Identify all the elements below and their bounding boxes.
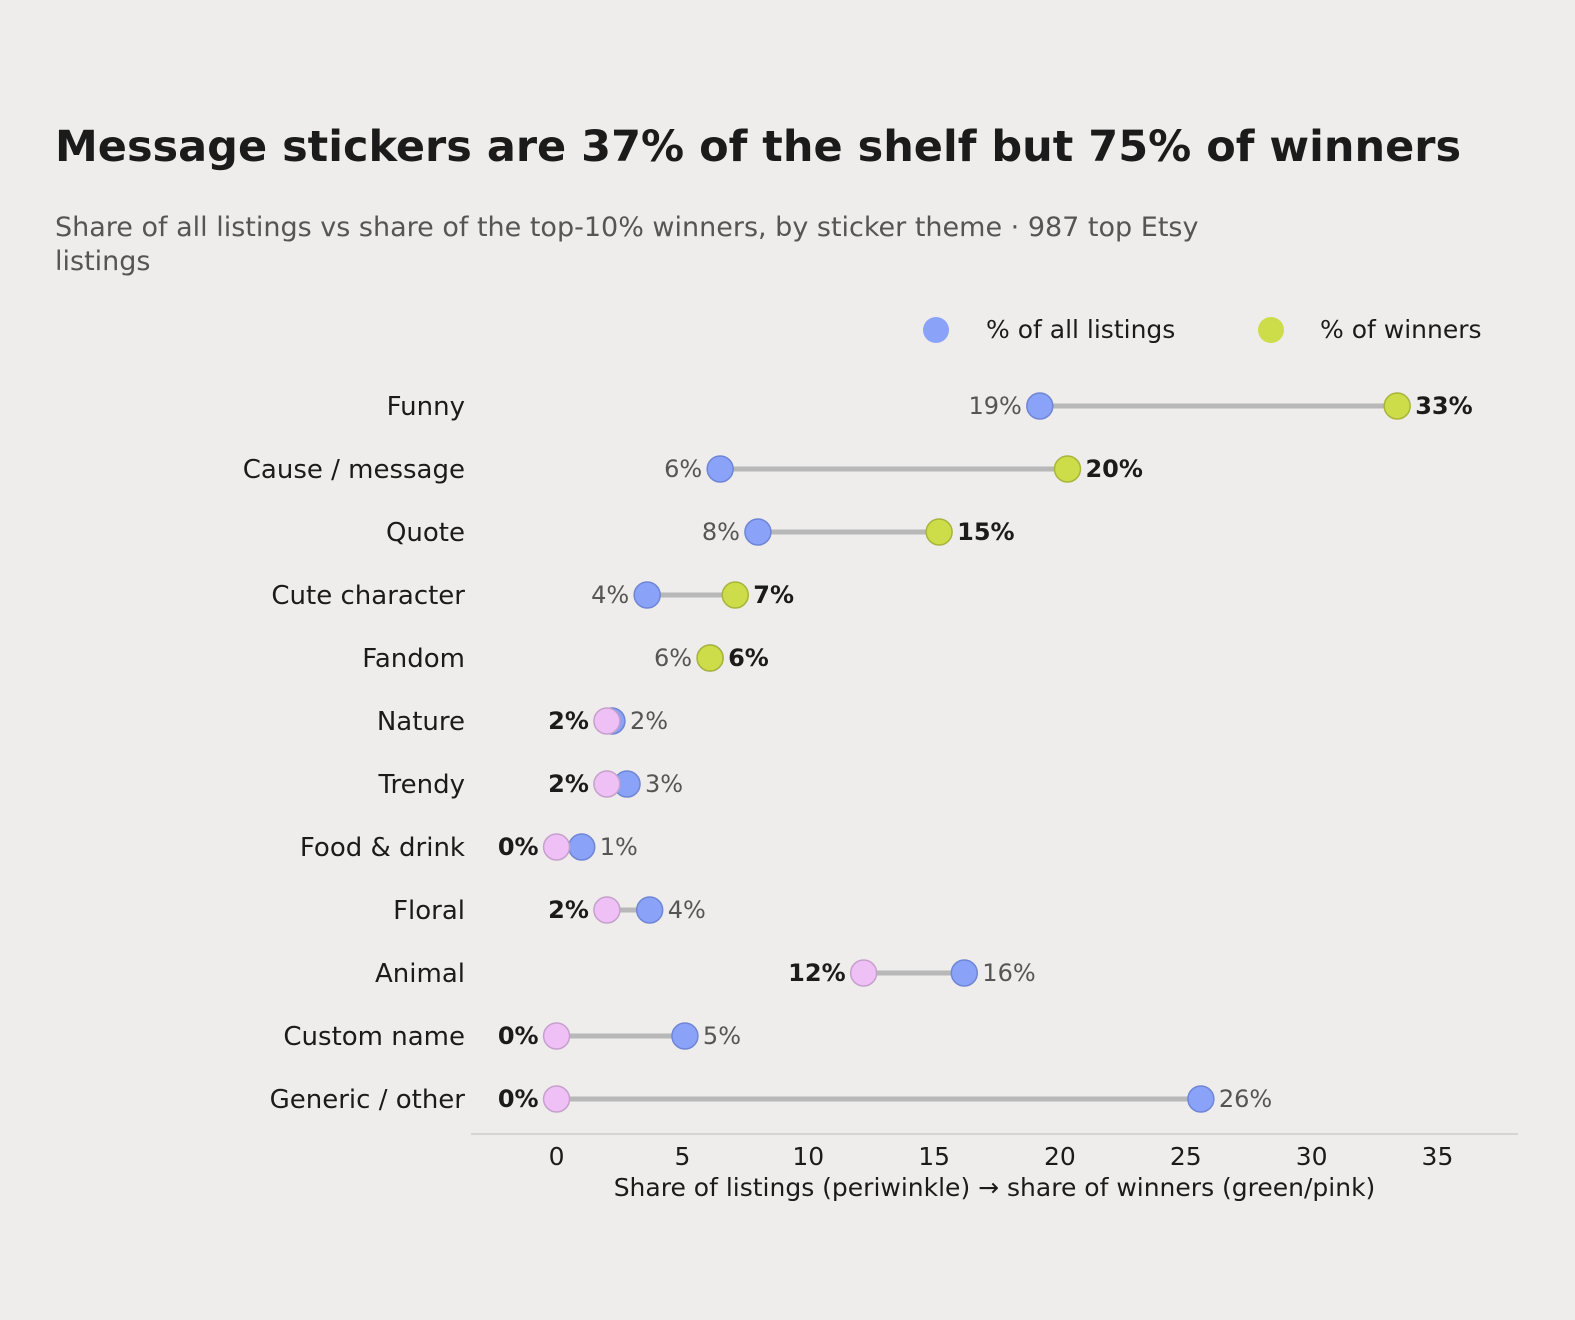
row-animal: Animal 12% 16%	[375, 959, 1036, 989]
legend-marker-1	[923, 317, 949, 343]
x-axis-title: Share of listings (periwinkle) → share o…	[614, 1173, 1376, 1202]
winners-value: 0%	[498, 1085, 539, 1113]
all-listings-point	[671, 1022, 699, 1050]
all-listings-value: 5%	[703, 1022, 741, 1050]
winners-value: 20%	[1085, 455, 1142, 483]
all-listings-point	[1187, 1085, 1215, 1113]
row-floral: Floral 2% 4%	[393, 896, 706, 926]
all-listings-point	[950, 959, 979, 987]
category-label: Funny	[387, 392, 465, 422]
all-listings-value: 26%	[1219, 1085, 1272, 1113]
row-custom-name: Custom name 0% 5%	[283, 1022, 741, 1052]
legend-label-1: % of all listings	[986, 315, 1175, 344]
all-listings-point	[744, 518, 772, 546]
winners-point	[1383, 392, 1411, 420]
winners-point	[721, 581, 750, 609]
winners-value: 2%	[548, 770, 589, 798]
winners-point	[925, 518, 953, 546]
all-listings-value: 16%	[982, 959, 1035, 987]
row-food-drink: Food & drink 0% 1%	[300, 833, 638, 863]
winners-point	[593, 707, 621, 735]
all-listings-value: 6%	[664, 455, 702, 483]
x-tick-label: 25	[1170, 1142, 1202, 1171]
all-listings-value: 4%	[668, 896, 706, 924]
winners-value: 12%	[788, 959, 845, 987]
category-label: Trendy	[377, 770, 465, 800]
winners-value: 6%	[728, 644, 769, 672]
winners-point	[696, 644, 724, 672]
category-label: Fandom	[362, 644, 465, 674]
x-tick-label: 5	[674, 1142, 690, 1171]
category-label: Cute character	[271, 581, 465, 611]
all-listings-value: 2%	[630, 707, 668, 735]
x-tick-label: 20	[1044, 1142, 1076, 1171]
row-quote: Quote 8% 15%	[386, 518, 1015, 548]
row-fandom: Fandom 6% 6%	[362, 644, 769, 674]
all-listings-value: 1%	[600, 833, 638, 861]
x-tick-label: 35	[1422, 1142, 1454, 1171]
x-tick-label: 10	[792, 1142, 824, 1171]
category-label: Food & drink	[300, 833, 465, 863]
winners-point	[542, 833, 571, 861]
all-listings-point	[635, 896, 664, 924]
all-listings-point	[567, 833, 596, 861]
category-label: Floral	[393, 896, 465, 926]
x-axis: 0 5 10 15 20 25 30 35 Share of listings (periwin…	[471, 1133, 1518, 1202]
row-generic-other: Generic / other 0% 26%	[270, 1085, 1273, 1115]
winners-point	[593, 770, 621, 798]
winners-value: 33%	[1415, 392, 1472, 420]
winners-value: 7%	[753, 581, 794, 609]
winners-point	[1053, 455, 1082, 483]
category-label: Custom name	[283, 1022, 465, 1052]
chart-rows: Funny 19% 33% Cause / message 6% 20% Quote 8% 15…	[243, 392, 1473, 1115]
winners-point	[593, 896, 621, 924]
all-listings-value: 19%	[968, 392, 1021, 420]
all-listings-value: 3%	[645, 770, 683, 798]
winners-point	[849, 959, 878, 987]
all-listings-point	[633, 581, 661, 609]
row-nature: Nature 2% 2%	[377, 707, 668, 737]
x-tick-label: 15	[918, 1142, 950, 1171]
category-label: Generic / other	[270, 1085, 466, 1115]
chart-title: Message stickers are 37% of the shelf bu…	[55, 122, 1462, 172]
winners-point	[542, 1085, 571, 1113]
winners-value: 0%	[498, 833, 539, 861]
legend-marker-2	[1258, 317, 1284, 343]
all-listings-point	[1026, 392, 1054, 420]
category-label: Nature	[377, 707, 465, 737]
winners-value: 2%	[548, 896, 589, 924]
legend: % of all listings % of winners	[923, 315, 1482, 344]
row-funny: Funny 19% 33%	[387, 392, 1473, 422]
winners-value: 2%	[548, 707, 589, 735]
row-cause-message: Cause / message 6% 20%	[243, 455, 1143, 485]
x-tick-label: 30	[1296, 1142, 1328, 1171]
winners-value: 0%	[498, 1022, 539, 1050]
all-listings-value: 6%	[654, 644, 692, 672]
legend-label-2: % of winners	[1320, 315, 1482, 344]
winners-value: 15%	[957, 518, 1014, 546]
row-trendy: Trendy 2% 3%	[377, 770, 683, 800]
all-listings-value: 4%	[591, 581, 629, 609]
all-listings-value: 8%	[702, 518, 740, 546]
category-label: Quote	[386, 518, 465, 548]
all-listings-point	[706, 455, 734, 483]
category-label: Cause / message	[243, 455, 465, 485]
x-tick-label: 0	[549, 1142, 565, 1171]
winners-point	[542, 1022, 571, 1050]
chart-subtitle: Share of all listings vs share of the to…	[55, 212, 1199, 277]
row-cute-character: Cute character 4% 7%	[271, 581, 794, 611]
category-label: Animal	[375, 959, 465, 989]
